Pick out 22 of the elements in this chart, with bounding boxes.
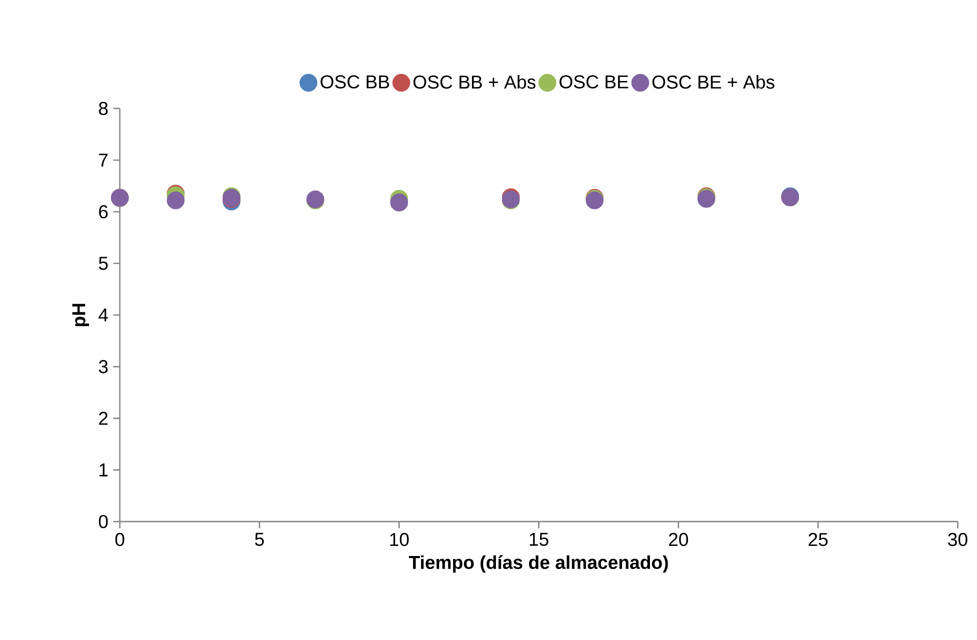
y-axis-title: pH [72,304,90,326]
x-tick-label: 20 [669,532,688,546]
y-tick-label: 1 [100,464,108,476]
y-tick-label: 7 [99,154,108,167]
x-tick-label: 25 [808,532,828,546]
x-tick-label: 15 [530,532,548,546]
x-tick-label: 5 [255,532,264,546]
legend-label: OSC BB + Abs [413,75,536,89]
y-tick-label: 0 [98,515,108,528]
legend-label: OSC BE + Abs [652,75,774,89]
y-tick-label: 4 [98,308,108,322]
x-axis-title: Tiempo (días de almacenado) [408,555,668,573]
y-tick-label: 6 [99,205,108,218]
y-tick-label: 2 [99,412,108,425]
y-tick-label: 8 [98,102,108,116]
y-tick-label: 3 [98,360,108,374]
x-tick-label: 0 [115,532,124,546]
legend-label: OSC BE [560,75,628,89]
y-tick-label: 5 [98,256,108,270]
x-tick-label: 30 [948,532,968,546]
x-tick-label: 10 [390,532,409,546]
legend-label: OSC BB [320,75,390,89]
